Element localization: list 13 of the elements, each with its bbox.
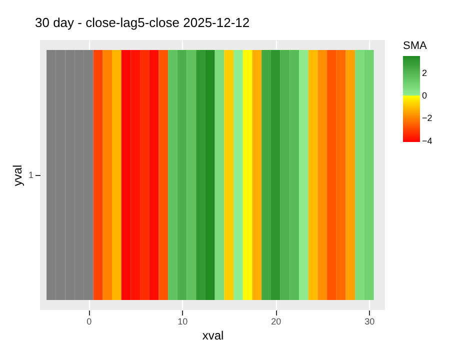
color-bar-label: 0 xyxy=(422,90,428,101)
x-axis-title: xval xyxy=(202,328,224,342)
x-tick-label: 0 xyxy=(86,316,92,326)
x-tick-label: 10 xyxy=(178,316,188,326)
color-bar-label: −2 xyxy=(422,113,432,124)
x-tick-label: 30 xyxy=(364,316,375,326)
legend-title: SMA xyxy=(403,40,428,52)
x-tick-label: 20 xyxy=(271,316,282,326)
y-axis-title: yval xyxy=(10,164,24,186)
color-bar-label: 2 xyxy=(422,68,428,78)
color-bar-label: −4 xyxy=(422,136,432,146)
chart-title: 30 day - close-lag5-close 2025-12-12 xyxy=(35,15,250,30)
y-tick-label: 1 xyxy=(28,170,34,180)
